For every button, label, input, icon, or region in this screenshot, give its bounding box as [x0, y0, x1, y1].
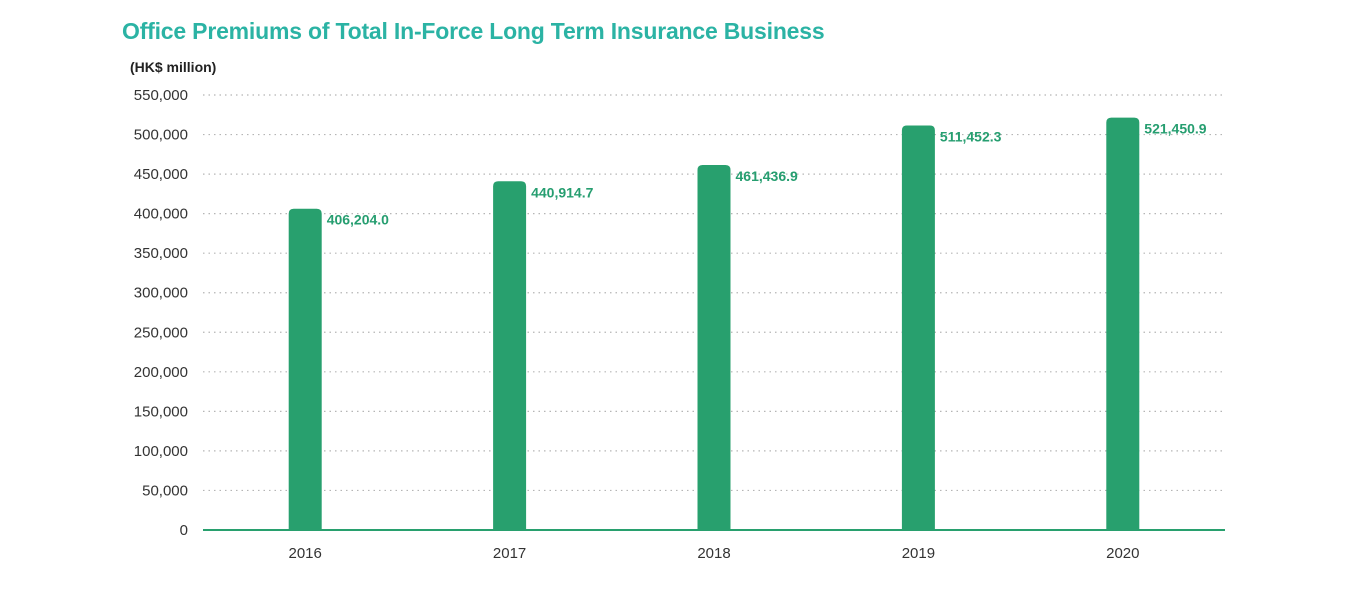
chart-title: Office Premiums of Total In-Force Long T… [122, 18, 825, 44]
x-tick-label: 2017 [493, 545, 526, 562]
y-tick-label: 250,000 [134, 324, 188, 341]
y-tick-label: 0 [180, 522, 188, 539]
y-tick-label: 350,000 [134, 245, 188, 262]
y-tick-label: 200,000 [134, 364, 188, 381]
x-tick-label: 2020 [1106, 545, 1139, 562]
y-tick-label: 550,000 [134, 87, 188, 104]
y-tick-label: 100,000 [134, 443, 188, 460]
data-label: 461,436.9 [736, 168, 798, 184]
x-axis-ticks: 2016 2017 2018 2019 2020 [289, 545, 1140, 562]
y-tick-label: 500,000 [134, 127, 188, 144]
bar [288, 208, 322, 531]
data-label: 406,204.0 [327, 212, 389, 228]
bar [697, 165, 731, 531]
x-tick-label: 2019 [902, 545, 935, 562]
bar [1106, 117, 1140, 530]
x-tick-label: 2016 [289, 545, 322, 562]
y-tick-label: 300,000 [134, 285, 188, 302]
data-label: 440,914.7 [531, 184, 593, 200]
x-tick-label: 2018 [697, 545, 730, 562]
data-label: 521,450.9 [1144, 121, 1206, 137]
value-labels: 406,204.0 440,914.7 461,436.9 511,452.3 521,… [327, 121, 1207, 228]
bar [493, 181, 527, 530]
y-tick-label: 400,000 [134, 206, 188, 223]
data-label: 511,452.3 [940, 128, 1002, 144]
y-tick-label: 450,000 [134, 166, 188, 183]
y-axis-unit-label: (HK$ million) [130, 59, 217, 75]
y-axis-ticks: 0 50,000 100,000 150,000 200,000 250,000 300,0… [134, 87, 188, 539]
bars [288, 117, 1140, 531]
y-tick-label: 50,000 [142, 482, 188, 499]
y-tick-label: 150,000 [134, 403, 188, 420]
bar [901, 125, 935, 530]
